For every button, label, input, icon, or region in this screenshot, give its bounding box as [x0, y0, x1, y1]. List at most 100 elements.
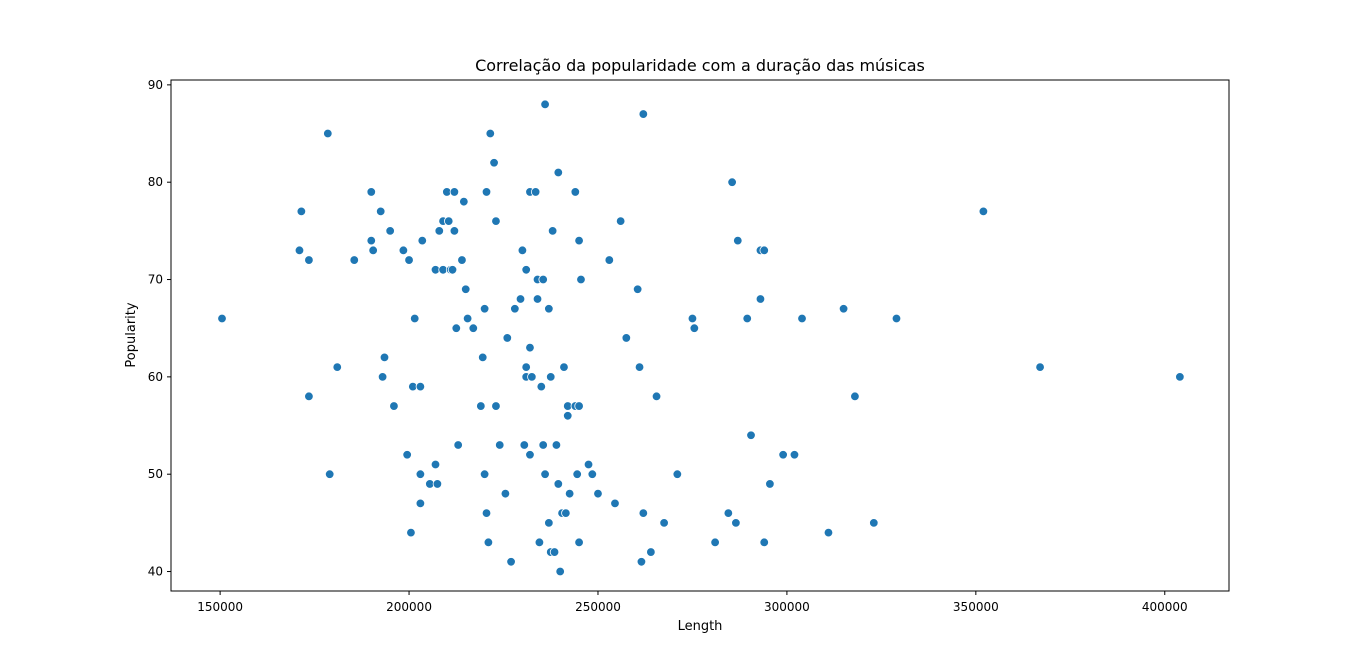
- scatter-point: [978, 206, 989, 217]
- scatter-point: [659, 518, 669, 528]
- x-tick-label: 250000: [575, 600, 621, 614]
- scatter-point: [525, 342, 535, 353]
- scatter-point: [491, 216, 501, 226]
- scatter-point: [491, 401, 501, 411]
- scatter-point: [527, 372, 537, 382]
- y-axis-ticks: 40 50 60 70 80 90: [148, 78, 171, 579]
- scatter-point: [574, 537, 584, 548]
- scatter-point: [481, 508, 492, 518]
- scatter-point: [389, 401, 399, 411]
- x-tick-label: 200000: [386, 600, 432, 614]
- scatter-point: [583, 459, 594, 470]
- scatter-point: [415, 381, 426, 392]
- scatter-point: [430, 459, 441, 470]
- scatter-point: [765, 479, 775, 489]
- x-tick-label: 400000: [1142, 600, 1188, 614]
- scatter-point: [525, 450, 535, 460]
- x-tick-label: 150000: [197, 600, 243, 614]
- scatter-point: [325, 469, 335, 479]
- scatter-point: [404, 255, 414, 265]
- scatter-point: [544, 518, 554, 528]
- scatter-point: [638, 109, 649, 119]
- scatter-point: [515, 294, 526, 304]
- y-tick-label: 90: [148, 78, 163, 92]
- scatter-point: [572, 469, 582, 479]
- scatter-point: [651, 391, 662, 402]
- scatter-point: [379, 352, 390, 363]
- scatter-point: [555, 566, 565, 577]
- scatter-point: [398, 245, 409, 256]
- scatter-point: [687, 313, 698, 324]
- scatter-point: [451, 323, 461, 333]
- scatter-point: [532, 294, 543, 304]
- scatter-point: [294, 245, 305, 256]
- scatter-point: [415, 498, 426, 509]
- scatter-point: [891, 313, 902, 324]
- scatter-point: [521, 362, 531, 372]
- scatter-point: [521, 265, 531, 275]
- scatter-point: [376, 206, 386, 217]
- plot-frame: [170, 79, 1230, 592]
- x-tick-label: 300000: [764, 600, 810, 614]
- x-axis-label: Length: [678, 619, 723, 634]
- scatter-point: [559, 362, 569, 372]
- y-tick-label: 50: [148, 467, 163, 481]
- scatter-point: [461, 284, 471, 294]
- scatter-point: [632, 284, 643, 294]
- scatter-point: [385, 226, 395, 236]
- scatter-point: [402, 450, 412, 460]
- scatter-point: [587, 469, 598, 479]
- scatter-point: [349, 255, 359, 265]
- y-tick-label: 80: [148, 175, 163, 189]
- y-axis-label: Popularity: [124, 302, 139, 367]
- scatter-point: [479, 304, 490, 314]
- scatter-point: [296, 206, 307, 217]
- scatter-point: [536, 381, 547, 392]
- scatter-point: [547, 226, 558, 236]
- scatter-point: [561, 508, 571, 518]
- scatter-point: [823, 527, 834, 538]
- y-tick-label: 60: [148, 370, 163, 384]
- scatter-point: [483, 537, 494, 548]
- scatter-point: [615, 216, 626, 226]
- scatter-point: [570, 187, 581, 197]
- scatter-point: [869, 518, 879, 528]
- scatter-point: [485, 128, 495, 139]
- scatter-point: [432, 479, 443, 489]
- scatter-point: [517, 245, 528, 256]
- scatter-point: [457, 255, 467, 265]
- scatter-point: [459, 196, 469, 207]
- scatter-point: [449, 187, 460, 197]
- scatter-point: [638, 508, 649, 518]
- scatter-point: [489, 158, 499, 168]
- scatter-point: [406, 527, 416, 538]
- scatter-point: [366, 187, 376, 197]
- scatter-point: [576, 274, 586, 285]
- scatter-point: [755, 294, 766, 304]
- scatter-point: [710, 537, 720, 548]
- scatter-point: [759, 537, 769, 548]
- scatter-point: [453, 440, 463, 450]
- scatter-point: [742, 313, 752, 324]
- scatter-point: [646, 547, 656, 557]
- scatter-point: [727, 177, 737, 187]
- scatter-point: [332, 362, 342, 372]
- scatter-point: [434, 226, 444, 236]
- scatter-point: [759, 245, 769, 256]
- scatter-point: [634, 362, 645, 372]
- scatter-point: [500, 488, 511, 499]
- y-tick-label: 70: [148, 273, 163, 287]
- scatter-point: [444, 216, 454, 226]
- scatter-point: [723, 508, 734, 518]
- scatter-point: [672, 469, 683, 479]
- scatter-point: [733, 235, 743, 246]
- scatter-point: [506, 557, 516, 567]
- scatter-point: [447, 265, 458, 275]
- scatter-point: [304, 255, 314, 265]
- scatter-point: [304, 391, 314, 402]
- scatter-point: [593, 488, 603, 499]
- scatter-point: [476, 401, 486, 411]
- scatter-point: [689, 323, 700, 333]
